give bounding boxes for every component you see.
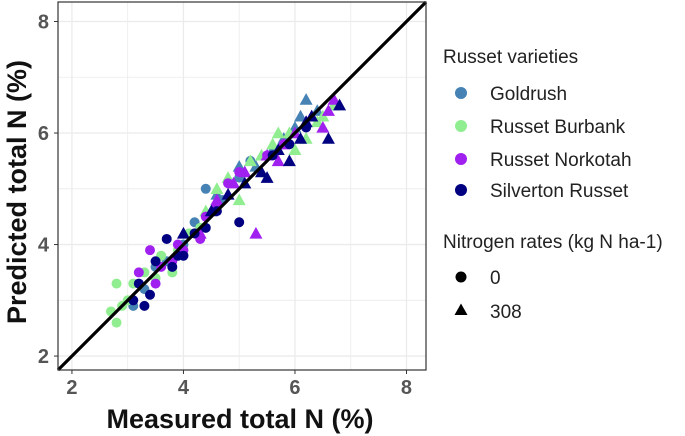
data-points — [105, 93, 347, 328]
legend-goldrush-icon — [455, 87, 467, 99]
legend: Russet varieties Goldrush Russet Burbank… — [443, 47, 663, 323]
point-silverton-russet-0 — [161, 233, 172, 244]
point-silverton-russet-0 — [234, 217, 245, 228]
point-russet-norkotah-308 — [238, 165, 252, 178]
point-silverton-russet-308 — [260, 171, 274, 183]
legend-label-russet-burbank: Russet Burbank — [490, 117, 626, 138]
point-silverton-russet-308 — [282, 154, 296, 167]
point-russet-norkotah-0 — [150, 278, 161, 289]
point-russet-norkotah-308 — [321, 104, 335, 116]
shape-legend-title: Nitrogen rates (kg N ha-1) — [443, 232, 663, 253]
legend-label-rate-0: 0 — [490, 268, 501, 289]
point-russet-burbank-308 — [288, 143, 302, 155]
point-russet-norkotah-0 — [133, 267, 144, 278]
y-axis-ticks: 2 4 6 8 — [38, 12, 58, 368]
point-silverton-russet-0 — [145, 289, 155, 300]
y-axis-title: Predicted total N (%) — [2, 60, 32, 324]
legend-russet-norkotah-icon — [455, 153, 467, 165]
point-russet-burbank-308 — [271, 126, 285, 139]
point-silverton-russet-308 — [333, 98, 347, 111]
legend-label-goldrush: Goldrush — [490, 84, 567, 105]
legend-label-silverton-russet: Silverton Russet — [490, 181, 629, 202]
legend-circle-icon — [455, 271, 467, 283]
point-silverton-russet-0 — [139, 300, 150, 311]
one-to-one-line-layer — [56, 0, 428, 372]
point-silverton-russet-308 — [176, 226, 190, 239]
y-tick-label: 6 — [38, 123, 49, 145]
point-goldrush-308 — [299, 93, 313, 105]
y-tick-label: 2 — [38, 346, 49, 368]
one-to-one-line — [56, 0, 428, 372]
point-russet-burbank-308 — [266, 137, 280, 150]
legend-label-russet-norkotah: Russet Norkotah — [490, 150, 632, 171]
legend-label-rate-308: 308 — [490, 302, 522, 323]
point-silverton-russet-0 — [178, 250, 189, 261]
point-russet-burbank-0 — [111, 278, 122, 289]
plot-panel-border — [57, 1, 427, 371]
y-tick-label: 4 — [38, 235, 50, 257]
point-russet-norkotah-308 — [227, 176, 241, 189]
x-tick-label: 8 — [401, 377, 412, 399]
point-goldrush-308 — [294, 109, 308, 122]
color-legend-title: Russet varieties — [443, 47, 578, 68]
point-russet-burbank-0 — [111, 317, 122, 328]
x-axis-ticks: 2 4 6 8 — [66, 370, 412, 399]
point-russet-burbank-308 — [210, 182, 224, 194]
legend-triangle-icon — [454, 303, 468, 315]
point-russet-norkotah-308 — [271, 154, 285, 167]
point-silverton-russet-0 — [150, 256, 161, 267]
point-silverton-russet-308 — [255, 165, 269, 178]
point-russet-norkotah-308 — [316, 120, 330, 133]
legend-silverton-russet-icon — [455, 184, 467, 196]
point-russet-norkotah-308 — [327, 93, 341, 105]
point-silverton-russet-308 — [321, 132, 335, 144]
x-tick-label: 2 — [66, 377, 77, 399]
x-axis-title: Measured total N (%) — [106, 404, 373, 434]
point-russet-burbank-308 — [232, 193, 246, 206]
legend-russet-burbank-icon — [455, 120, 467, 132]
x-tick-label: 4 — [178, 377, 190, 399]
point-russet-norkotah-308 — [210, 193, 224, 206]
point-russet-burbank-308 — [243, 154, 257, 167]
point-silverton-russet-0 — [167, 261, 178, 272]
x-tick-label: 6 — [289, 377, 300, 399]
y-tick-label: 8 — [38, 12, 49, 34]
point-silverton-russet-308 — [294, 132, 308, 144]
point-russet-norkotah-308 — [249, 226, 263, 239]
point-goldrush-0 — [200, 183, 211, 194]
point-russet-norkotah-0 — [145, 245, 155, 256]
